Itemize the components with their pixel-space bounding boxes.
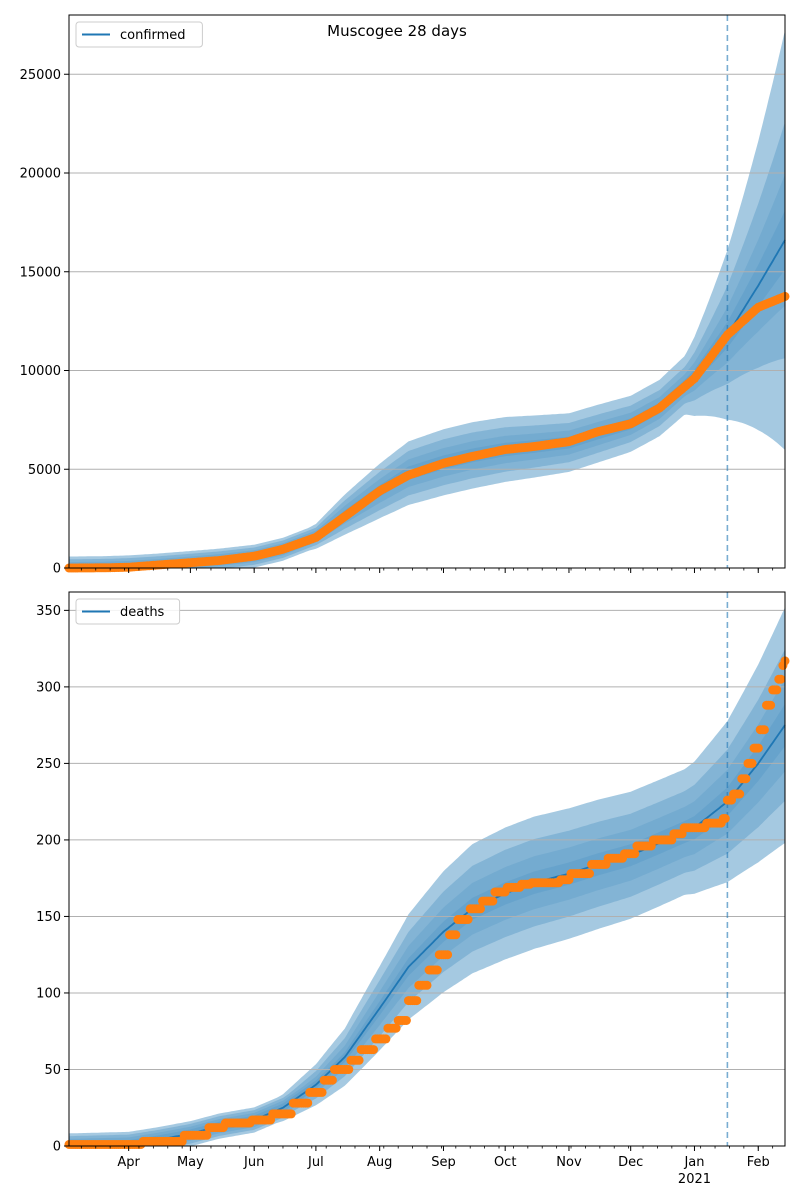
deaths-observed-point [720, 814, 730, 823]
deaths-observed-points [64, 656, 790, 1149]
confirmed-y-tick-label: 20000 [20, 167, 61, 182]
deaths-observed-point [766, 700, 776, 710]
confirmed-legend: confirmed [75, 21, 203, 48]
confirmed-band-1 [69, 122, 785, 568]
confirmed-plot-frame [68, 14, 786, 569]
deaths-observed-point [451, 930, 461, 940]
deaths-observed-point [443, 950, 453, 960]
x-year-label: 2021 [678, 1172, 711, 1187]
deaths-observed-point [369, 1045, 378, 1055]
x-tick-label: Oct [494, 1155, 516, 1170]
deaths-plot-frame [68, 591, 786, 1147]
deaths-observed-point [401, 1016, 411, 1025]
deaths-observed-point [585, 869, 594, 879]
deaths-legend-box [75, 598, 181, 625]
deaths-band-0 [69, 607, 785, 1146]
confirmed-x-axis [80, 568, 774, 573]
confirmed-uncertainty-bands [69, 30, 785, 569]
deaths-x-axis: Apr May Jun Jul Aug Sep Oct Nov Dec Jan Feb 2021 [80, 1146, 774, 1187]
deaths-observed-point [630, 849, 640, 859]
x-tick-label: Apr [117, 1155, 140, 1170]
deaths-observed-point [344, 1065, 354, 1074]
confirmed-y-tick-label: 0 [53, 562, 61, 577]
deaths-observed-point [741, 774, 751, 784]
x-tick-label: Nov [556, 1155, 582, 1170]
deaths-observed-point [327, 1075, 337, 1085]
confirmed-y-tick-label: 10000 [20, 364, 61, 379]
deaths-gridlines [69, 609, 785, 1070]
deaths-observed-point [776, 674, 786, 684]
x-tick-label: Dec [618, 1155, 643, 1170]
deaths-observed-point [747, 758, 757, 768]
confirmed-y-tick-label: 25000 [20, 68, 61, 83]
confirmed-observed-points [64, 291, 790, 573]
confirmed-y-tick-label: 5000 [28, 463, 61, 478]
deaths-y-tick-label: 0 [53, 1140, 61, 1155]
deaths-y-tick-label: 250 [36, 757, 61, 772]
confirmed-legend-label: confirmed [120, 28, 186, 43]
x-tick-label: Jul [307, 1155, 324, 1170]
figure-title: Muscogee 28 days [327, 22, 467, 40]
deaths-observed-point [422, 980, 432, 990]
deaths-observed-point [381, 1034, 391, 1044]
deaths-observed-point [286, 1109, 296, 1119]
deaths-panel: 0 50 100 150 200 250 300 350 Apr May Jun Jul Aug Sep… [36, 591, 790, 1187]
deaths-y-tick-label: 350 [36, 604, 61, 619]
x-tick-label: Jun [243, 1155, 264, 1170]
confirmed-y-tick-label: 15000 [20, 265, 61, 280]
x-tick-label: Jan [683, 1155, 704, 1170]
deaths-y-axis: 0 50 100 150 200 250 300 350 [36, 604, 69, 1155]
deaths-legend-label: deaths [120, 605, 165, 620]
deaths-observed-point [391, 1023, 401, 1033]
deaths-observed-point [476, 904, 485, 914]
x-tick-label: Aug [367, 1155, 392, 1170]
confirmed-panel: 0 5000 10000 15000 20000 25000 confirmed [20, 14, 790, 577]
deaths-observed-point [753, 743, 763, 753]
deaths-y-tick-label: 200 [36, 833, 61, 848]
deaths-observed-point [735, 789, 745, 799]
x-tick-label: Feb [747, 1155, 770, 1170]
deaths-observed-point [488, 896, 498, 906]
deaths-observed-point [412, 996, 422, 1006]
deaths-observed-point [303, 1098, 313, 1108]
deaths-y-tick-label: 100 [36, 986, 61, 1001]
deaths-observed-point [759, 725, 769, 735]
deaths-y-tick-label: 300 [36, 680, 61, 695]
confirmed-legend-box [75, 21, 203, 48]
deaths-observed-point [463, 915, 473, 924]
x-tick-label: May [177, 1155, 204, 1170]
deaths-y-tick-label: 50 [44, 1063, 61, 1078]
deaths-observed-point [354, 1055, 364, 1065]
deaths-observed-point [772, 685, 782, 695]
deaths-legend: deaths [75, 598, 181, 625]
deaths-uncertainty-bands [69, 607, 785, 1146]
deaths-observed-point [202, 1130, 212, 1140]
x-tick-label: Sep [431, 1155, 456, 1170]
deaths-observed-point [432, 965, 442, 975]
deaths-observed-point [317, 1087, 327, 1097]
confirmed-y-axis: 0 5000 10000 15000 20000 25000 [20, 68, 69, 577]
deaths-y-tick-label: 150 [36, 910, 61, 925]
